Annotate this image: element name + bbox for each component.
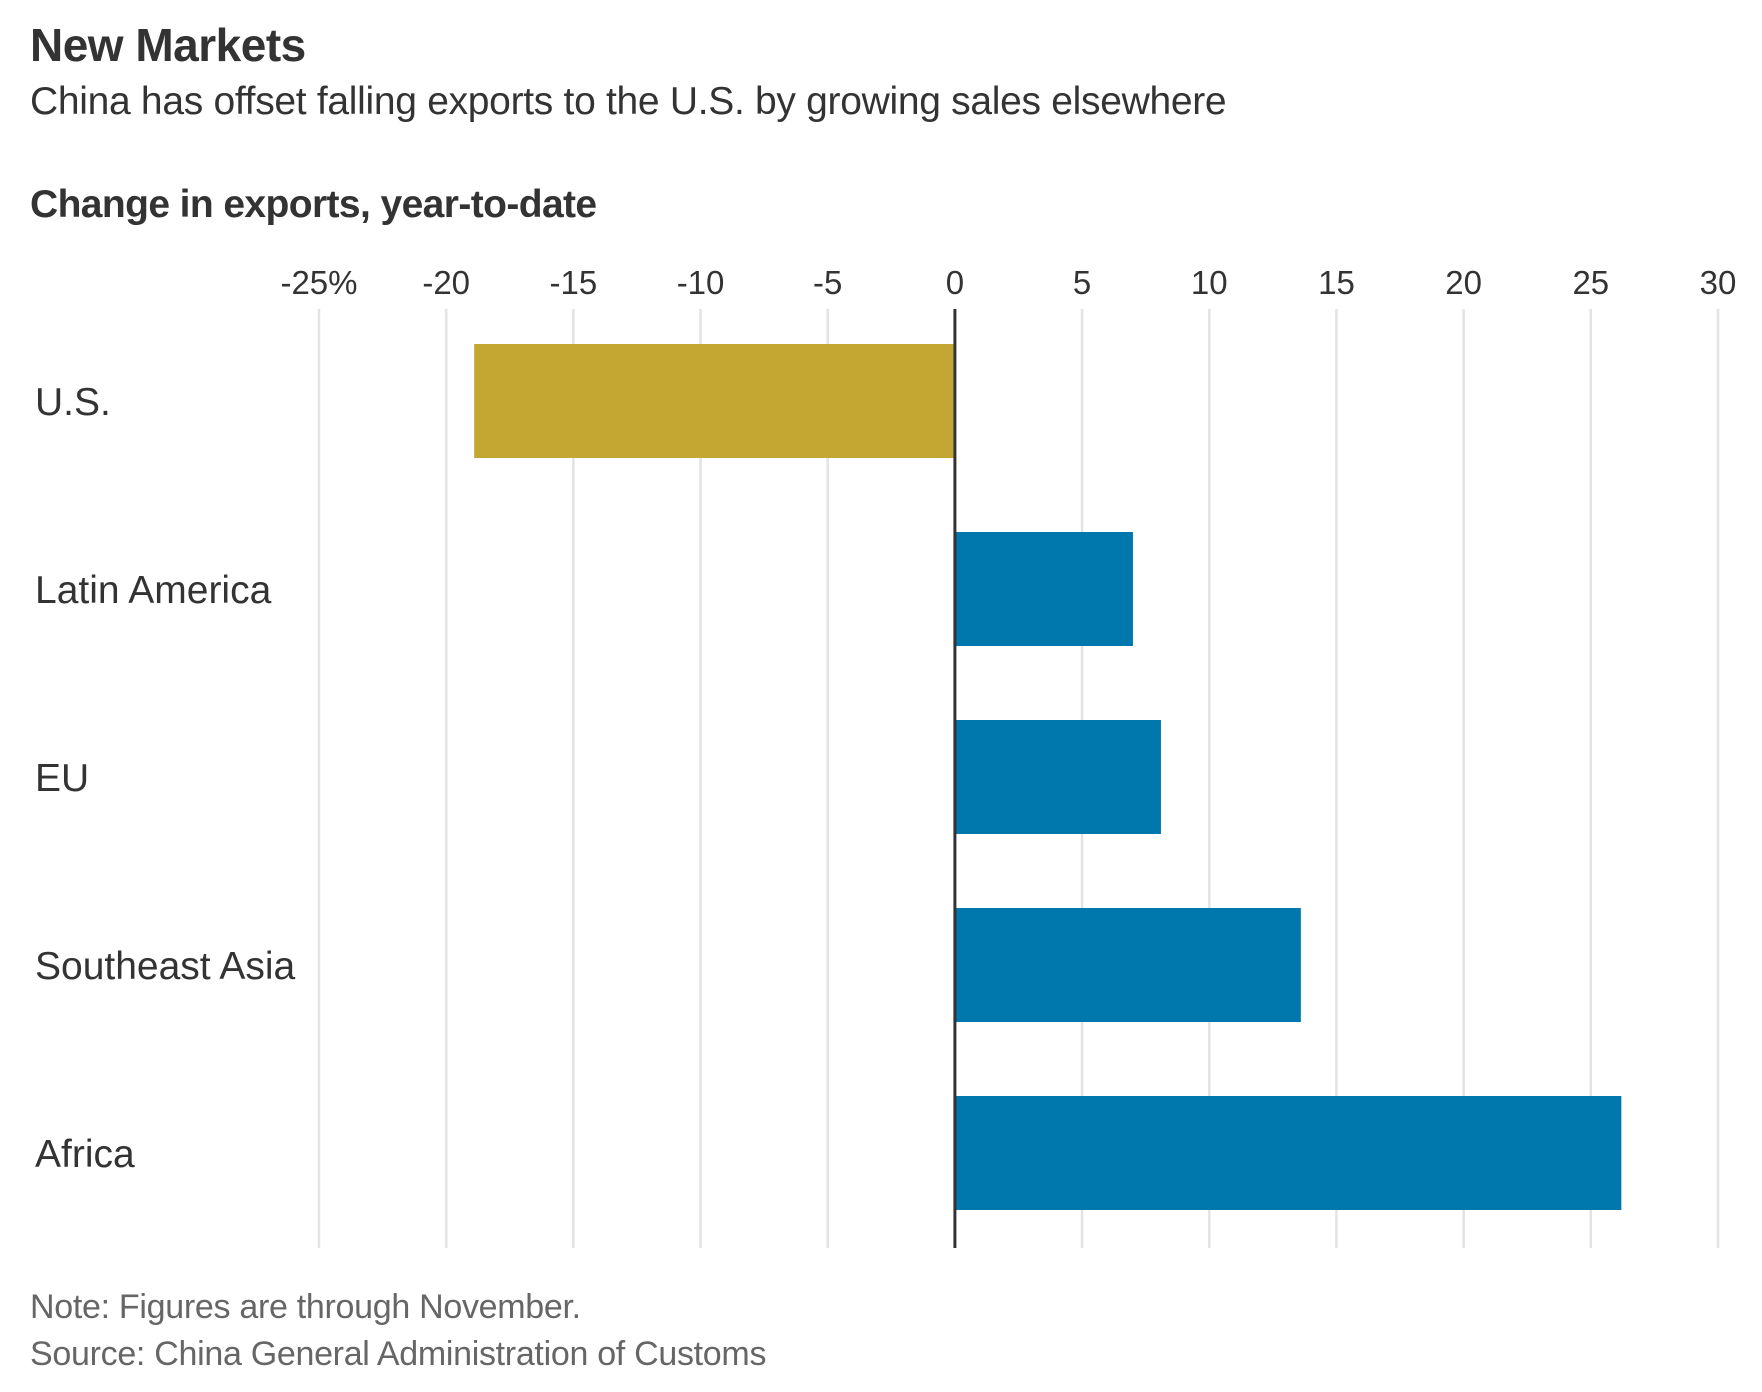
category-label: U.S.	[35, 381, 111, 424]
bar-africa	[954, 1096, 1622, 1210]
tick-label: -5	[813, 264, 842, 301]
bar-latin-america	[954, 532, 1133, 646]
category-label: Latin America	[35, 569, 272, 612]
tick-label: -10	[677, 264, 725, 301]
category-label: Southeast Asia	[35, 945, 295, 988]
tick-label: 20	[1445, 264, 1482, 301]
bars	[474, 344, 1622, 1210]
tick-label: 0	[946, 264, 964, 301]
tick-label: 5	[1073, 264, 1091, 301]
chart-subtitle: China has offset falling exports to the …	[30, 80, 1227, 123]
category-label: EU	[35, 757, 89, 800]
chart-title: New Markets	[30, 19, 306, 71]
tick-label: 30	[1700, 264, 1737, 301]
tick-label: 15	[1318, 264, 1355, 301]
bar-eu	[954, 720, 1161, 834]
tick-label: -20	[422, 264, 470, 301]
tick-label: 25	[1572, 264, 1609, 301]
tick-label: -25%	[280, 264, 357, 301]
chart-note: Note: Figures are through November.	[30, 1288, 581, 1326]
category-label: Africa	[35, 1133, 135, 1176]
tick-label: 10	[1191, 264, 1228, 301]
gridlines	[317, 309, 1720, 1248]
bar-u-s	[474, 344, 955, 458]
tick-label: -15	[550, 264, 598, 301]
x-axis-ticks: -25% -20 -15 -10 -5 0 5 10 15 20 25 30	[280, 264, 1736, 301]
category-labels: U.S. Latin America EU Southeast Asia Africa	[35, 381, 295, 1176]
chart-axis-heading: Change in exports, year-to-date	[30, 183, 597, 226]
chart-source: Source: China General Administration of …	[30, 1335, 767, 1373]
bar-southeast-asia	[954, 908, 1301, 1022]
